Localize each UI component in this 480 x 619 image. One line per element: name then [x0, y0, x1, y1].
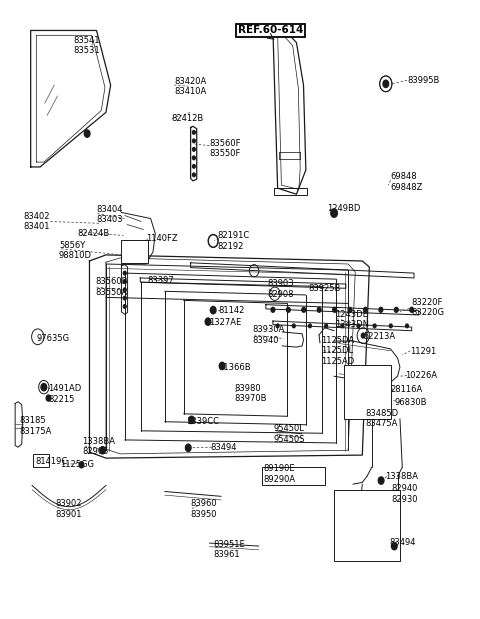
Text: 1125DA
1125DL
1125AD: 1125DA 1125DL 1125AD — [321, 336, 354, 366]
Text: REF.60-614: REF.60-614 — [238, 25, 303, 35]
Circle shape — [383, 80, 389, 87]
Circle shape — [192, 156, 195, 160]
Circle shape — [192, 147, 195, 151]
Text: 83402
83401: 83402 83401 — [24, 212, 50, 232]
Text: 83560B
83550A: 83560B 83550A — [95, 277, 128, 297]
Text: 83220F
83220G: 83220F 83220G — [412, 298, 444, 318]
Text: 5856Y
98810D: 5856Y 98810D — [59, 241, 92, 261]
Circle shape — [46, 395, 51, 401]
Text: 97635G: 97635G — [37, 334, 70, 343]
Circle shape — [389, 324, 392, 327]
Text: 1338BA: 1338BA — [385, 472, 418, 482]
Text: 83930A
83940: 83930A 83940 — [252, 325, 285, 345]
Circle shape — [205, 318, 211, 325]
Circle shape — [392, 542, 397, 550]
Text: 1491AD: 1491AD — [48, 384, 82, 394]
Text: 1339CC: 1339CC — [186, 417, 219, 426]
Text: 83995B: 83995B — [407, 76, 439, 85]
FancyBboxPatch shape — [121, 240, 148, 264]
FancyBboxPatch shape — [345, 365, 392, 418]
Text: 83925B: 83925B — [308, 284, 341, 293]
Circle shape — [410, 308, 414, 312]
Text: 81366B: 81366B — [219, 363, 252, 371]
Text: 52213A: 52213A — [363, 332, 396, 340]
Circle shape — [79, 462, 84, 468]
Circle shape — [373, 324, 376, 327]
Circle shape — [309, 324, 312, 327]
Text: 81142: 81142 — [219, 306, 245, 314]
Text: 1338BA
82905: 1338BA 82905 — [83, 437, 115, 456]
Circle shape — [395, 308, 398, 312]
Text: 83541
83531: 83541 83531 — [74, 36, 100, 55]
Circle shape — [219, 362, 225, 370]
Circle shape — [361, 333, 365, 338]
Circle shape — [192, 173, 195, 176]
Circle shape — [210, 306, 216, 314]
Text: 83980
83970B: 83980 83970B — [234, 384, 266, 403]
Circle shape — [317, 308, 321, 312]
Circle shape — [41, 384, 47, 391]
Text: 96830B: 96830B — [394, 398, 427, 407]
Circle shape — [363, 308, 367, 312]
Text: 83902
83901: 83902 83901 — [56, 500, 82, 519]
Circle shape — [100, 446, 106, 454]
Text: 10226A: 10226A — [406, 371, 438, 380]
Circle shape — [271, 308, 275, 312]
Text: 83494: 83494 — [390, 538, 416, 547]
Text: 83903
82908: 83903 82908 — [267, 279, 294, 298]
Circle shape — [341, 324, 344, 327]
Circle shape — [276, 324, 279, 327]
Text: 82940
82930: 82940 82930 — [392, 484, 418, 504]
Text: 82412B: 82412B — [172, 114, 204, 123]
Text: 28116A: 28116A — [391, 385, 423, 394]
Text: 1249BD: 1249BD — [327, 204, 360, 214]
Text: 11291: 11291 — [410, 347, 436, 357]
Text: 69848
69848Z: 69848 69848Z — [391, 173, 423, 192]
Text: 82215: 82215 — [48, 396, 75, 404]
Text: 83494: 83494 — [210, 443, 237, 452]
Circle shape — [292, 324, 295, 327]
FancyBboxPatch shape — [334, 490, 400, 561]
Circle shape — [333, 308, 336, 312]
Circle shape — [192, 131, 195, 134]
Circle shape — [185, 444, 191, 451]
Circle shape — [287, 308, 290, 312]
Text: 95450L
95450S: 95450L 95450S — [274, 424, 305, 444]
FancyBboxPatch shape — [262, 467, 324, 485]
Circle shape — [189, 416, 194, 423]
Text: 83397: 83397 — [147, 276, 174, 285]
Circle shape — [357, 324, 360, 327]
Text: 1327AE: 1327AE — [209, 318, 241, 327]
Text: 89190E
89290A: 89190E 89290A — [263, 464, 295, 483]
Text: 82191C
82192: 82191C 82192 — [217, 232, 250, 251]
Circle shape — [123, 280, 126, 284]
FancyBboxPatch shape — [33, 454, 48, 467]
Text: 83960
83950: 83960 83950 — [190, 500, 217, 519]
Text: 82424B: 82424B — [78, 228, 110, 238]
Circle shape — [331, 209, 337, 217]
Circle shape — [192, 139, 195, 143]
Circle shape — [379, 308, 383, 312]
Text: 1125GG: 1125GG — [60, 461, 94, 469]
Text: 1243DE
1243DN: 1243DE 1243DN — [336, 310, 370, 329]
Circle shape — [325, 324, 327, 327]
Circle shape — [192, 165, 195, 168]
Circle shape — [348, 308, 352, 312]
Text: 83951E
83961: 83951E 83961 — [213, 540, 245, 560]
Circle shape — [302, 308, 306, 312]
Circle shape — [123, 297, 126, 300]
Circle shape — [406, 324, 408, 327]
Text: 81419C: 81419C — [36, 457, 68, 466]
Text: 83404
83403: 83404 83403 — [96, 204, 123, 224]
Text: 1140FZ: 1140FZ — [146, 234, 178, 243]
Text: 83420A
83410A: 83420A 83410A — [174, 77, 206, 96]
Text: 83560F
83550F: 83560F 83550F — [209, 139, 241, 158]
Circle shape — [123, 288, 126, 292]
Circle shape — [84, 130, 90, 137]
Circle shape — [123, 305, 126, 308]
Circle shape — [123, 271, 126, 275]
Text: 83185
83175A: 83185 83175A — [20, 416, 52, 436]
Circle shape — [378, 477, 384, 484]
Text: 83485D
83475A: 83485D 83475A — [366, 409, 399, 428]
